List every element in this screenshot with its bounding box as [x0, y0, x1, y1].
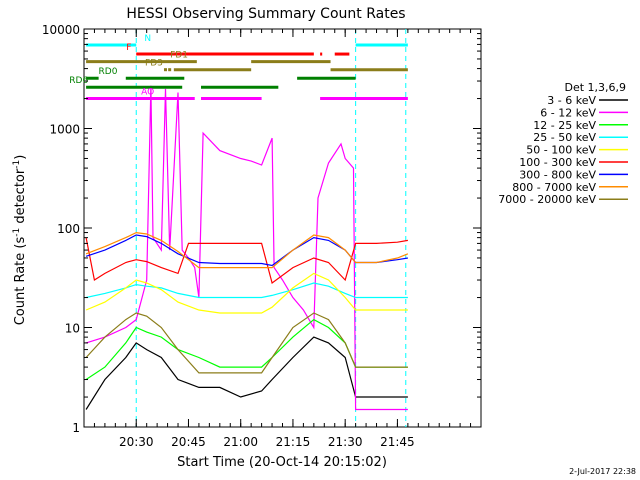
- flag-label-fd3: FD3: [145, 59, 163, 69]
- y-axis-label: Count Rate (s-1 detector-1): [12, 155, 28, 326]
- legend-label-3: 25 - 50 keV: [533, 131, 596, 144]
- footer-date: 2-Jul-2017 22:38: [569, 467, 636, 476]
- x-tick-label-3: 21:15: [276, 435, 311, 449]
- axes: 20:30 20:45 21:00 21:15 21:30 21:45 1 10 100 1000…: [42, 23, 481, 449]
- x-tick-label-4: 21:30: [328, 435, 363, 449]
- x-tick-label-1: 20:45: [171, 435, 206, 449]
- y-tick-label-0: 1: [72, 421, 80, 435]
- y-tick-label-4: 10000: [42, 23, 80, 37]
- x-tick-label-2: 21:00: [223, 435, 258, 449]
- y-axis-label-main: Count Rate (s: [13, 237, 28, 326]
- legend-label-6: 300 - 800 keV: [519, 168, 596, 181]
- legend-label-4: 50 - 100 keV: [526, 144, 596, 157]
- flag-label-rd6: RD6: [69, 76, 88, 86]
- legend-label-2: 12 - 25 keV: [533, 119, 596, 132]
- flag-label-rd0: RD0: [99, 67, 118, 77]
- series-line-6: [85, 234, 408, 267]
- y-axis-label-mid: detector: [13, 168, 28, 228]
- y-tick-label-1: 10: [65, 322, 80, 336]
- legend-label-1: 6 - 12 keV: [540, 106, 596, 119]
- flag-label-f: F: [126, 43, 131, 53]
- plot-area: N F FD1 FD3 RD0 RD6 AO: [69, 29, 409, 427]
- x-tick-label-5: 21:45: [380, 435, 415, 449]
- legend-label-7: 800 - 7000 keV: [512, 181, 596, 194]
- flag-dot-fd3-0: [163, 68, 167, 72]
- series-line-3: [85, 282, 408, 299]
- series-line-1: [85, 85, 408, 411]
- y-axis-label-sup2: -1: [12, 160, 22, 169]
- chart-title: HESSI Observing Summary Count Rates: [126, 6, 405, 22]
- flag-label-fd1: FD1: [170, 51, 188, 61]
- series-line-2: [85, 318, 408, 381]
- flag-label-n: N: [144, 34, 151, 44]
- x-tick-label-0: 20:30: [119, 435, 154, 449]
- series-line-7: [85, 231, 409, 269]
- y-axis-label-end: ): [13, 155, 28, 160]
- flag-label-ao: AO: [141, 88, 154, 98]
- series-line-8: [85, 312, 408, 374]
- y-tick-label-2: 100: [57, 222, 80, 236]
- legend-label-0: 3 - 6 keV: [547, 94, 596, 107]
- legend-label-5: 100 - 300 keV: [519, 156, 596, 169]
- y-tick-label-3: 1000: [49, 123, 80, 137]
- x-axis-label: Start Time (20-Oct-14 20:15:02): [177, 455, 387, 470]
- legend-title: Det 1,3,6,9: [564, 81, 626, 94]
- y-axis-label-sup1: -1: [12, 228, 22, 237]
- legend-label-8: 7000 - 20000 keV: [498, 193, 596, 206]
- flag-dot-fd3-1: [168, 68, 172, 72]
- series-line-5: [85, 237, 409, 285]
- series-line-4: [85, 272, 408, 314]
- series-line-0: [85, 336, 408, 410]
